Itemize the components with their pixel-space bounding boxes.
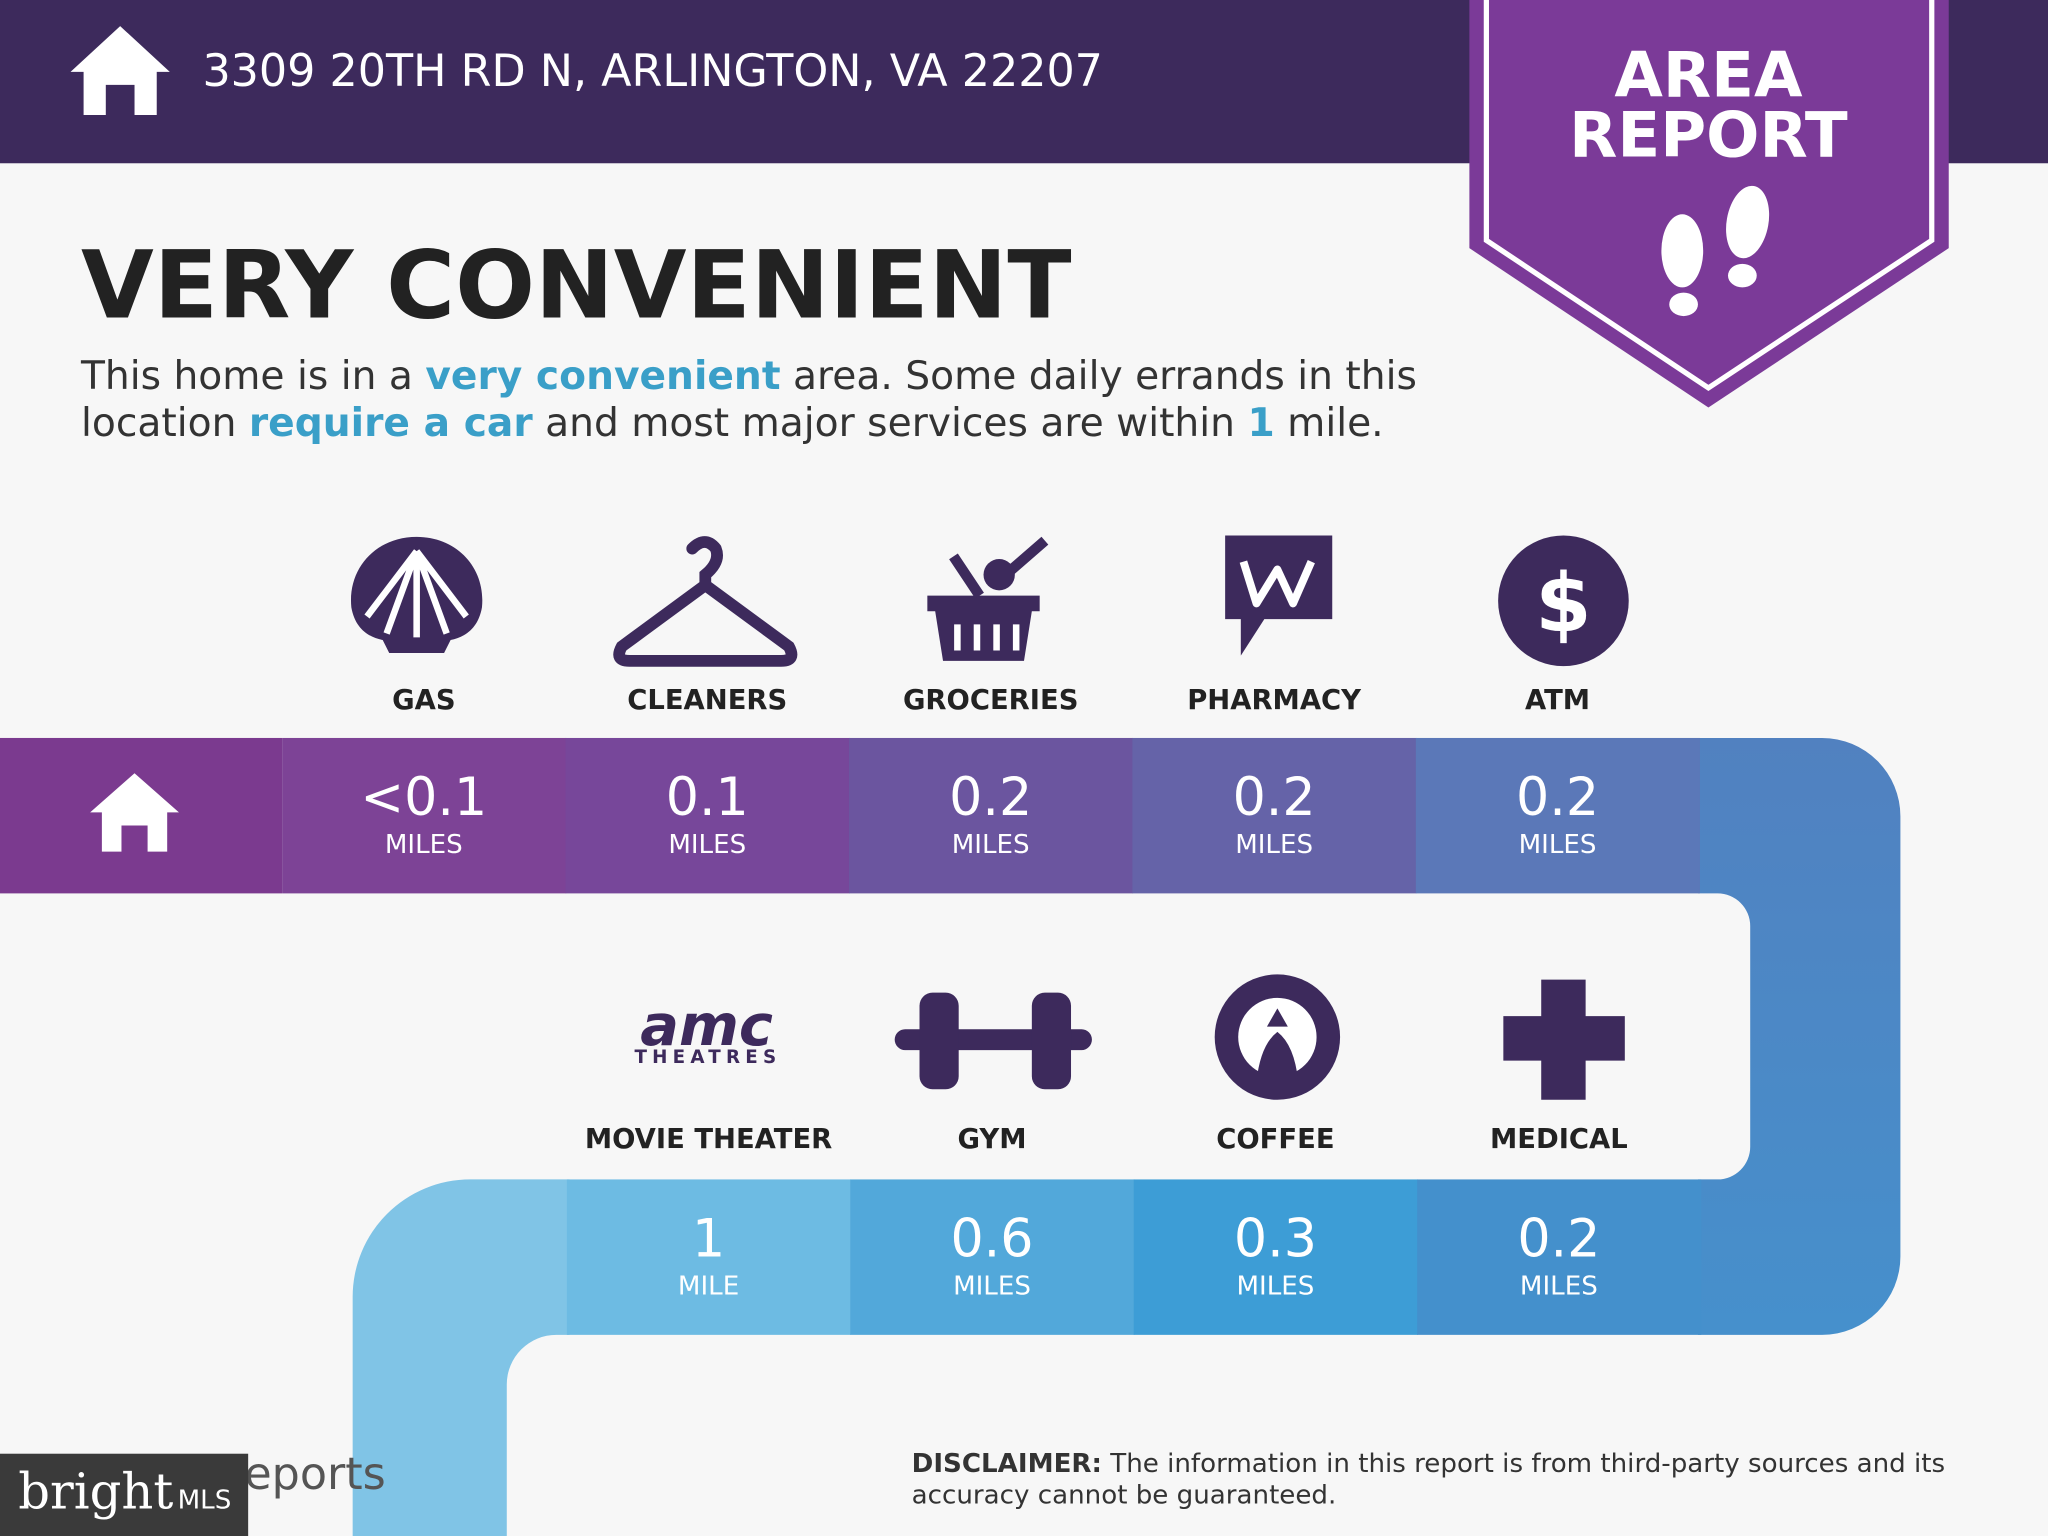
distance-cell [850,1179,1135,1335]
distance-unit: MILES [668,830,746,860]
distance-value: 0.2 [949,768,1032,828]
distance-unit: MILES [1519,830,1597,860]
address: 3309 20TH RD N, ARLINGTON, VA 22207 [202,46,1103,97]
distance-value: <0.1 [360,768,487,828]
home-icon [70,26,170,115]
brand-sub: MLS [178,1486,232,1516]
brand-box [0,1453,249,1536]
amenity-label: GAS [392,685,455,716]
icons [350,535,1629,1100]
amenity-label: GROCERIES [903,685,1079,716]
distance-cell [848,737,1134,894]
distance-unit: MILES [1235,830,1313,860]
distance-unit: MILES [1237,1271,1315,1301]
brand: bright [18,1463,173,1521]
description: location require a car and most major se… [81,401,1384,446]
distance-value: 0.6 [950,1209,1033,1269]
badge-border [1483,0,1935,392]
badge-title: AREA [1614,39,1803,112]
amenity-label: MEDICAL [1490,1124,1628,1155]
disclaimer: DISCLAIMER: The information in this repo… [912,1449,1945,1479]
distance-cell [1133,1179,1418,1335]
atm-symbol: $ [1535,557,1591,651]
distance-value: 0.3 [1234,1209,1317,1269]
distance-value: 0.1 [666,768,749,828]
route-connector [352,1179,570,1536]
description-highlight: require a car [249,401,533,446]
groceries-icon [927,595,1040,661]
atm-icon [1498,535,1629,667]
distance-value: 1 [692,1209,725,1269]
disclaimer-text: accuracy cannot be guaranteed. [912,1480,1337,1510]
route-connector [1697,737,1901,1335]
distance-unit: MILES [385,830,463,860]
description-highlight: 1 [1247,401,1274,446]
distance-unit: MILE [678,1271,739,1301]
description-text: mile. [1275,401,1384,446]
headline: VERY CONVENIENT [81,231,1072,340]
distance-value: 0.2 [1233,768,1316,828]
distance-unit: MILES [1520,1271,1598,1301]
badge-title: REPORT [1569,99,1848,172]
amenity-label: COFFEE [1216,1124,1334,1155]
amc-logo: amc [640,992,773,1059]
distance-cell [1415,737,1700,894]
home-icon [90,773,179,852]
disclaimer-label: DISCLAIMER: [912,1449,1102,1479]
distance-cell [282,737,567,894]
disclaimer-text: The information in this report is from t… [1102,1449,1945,1479]
distance-cell [566,1179,851,1335]
description-text: area. Some daily errands in this [781,354,1417,399]
medical-icon [1503,979,1625,1100]
description: This home is in a very convenient area. … [80,354,1417,399]
distance-value: 0.2 [1517,1209,1600,1269]
amenity-label: PHARMACY [1187,685,1362,716]
amc-logo-sub: THEATRES [634,1047,781,1068]
distance-unit: MILES [953,1271,1031,1301]
description-text: This home is in a [80,354,425,399]
distance-cell [1132,737,1417,894]
distance-unit: MILES [952,830,1030,860]
distance-cell [1417,1179,1702,1335]
distance-cell [565,737,850,894]
amenity-label: ATM [1525,685,1590,716]
description-text: and most major services are within [533,401,1248,446]
amenity-label: MOVIE THEATER [585,1124,832,1155]
cleaners-icon [613,536,798,667]
description-text: location [81,401,249,446]
footprints [1661,185,1770,317]
description-highlight: very convenient [425,354,780,399]
distance-value: 0.2 [1516,768,1599,828]
amenity-label: GYM [957,1124,1026,1155]
amenity-label: CLEANERS [627,685,787,716]
